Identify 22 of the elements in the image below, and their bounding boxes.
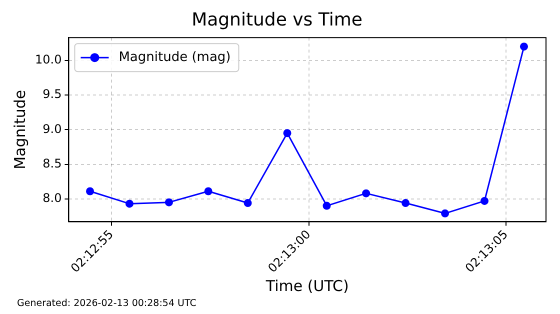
legend-label: Magnitude (mag): [118, 50, 231, 65]
point: [125, 200, 134, 208]
y-axis-title: Magnitude: [10, 90, 29, 170]
point: [402, 199, 410, 208]
y-tick-label: 8.5: [42, 156, 62, 170]
x-axis-title: Time (UTC): [264, 276, 349, 295]
y-tick-label: 9.5: [42, 87, 62, 102]
point: [283, 129, 292, 138]
chart-title: Magnitude vs Time: [192, 9, 362, 30]
point: [322, 202, 331, 210]
point: [520, 42, 528, 51]
point: [480, 196, 489, 205]
y-tick-label: 10.0: [35, 52, 62, 67]
point: [362, 189, 370, 198]
point: [441, 209, 450, 218]
text: Generated: 2026-02-13 00:28:54 UTC: [17, 298, 196, 310]
y-tick-label: 8.0: [42, 190, 62, 205]
point: [86, 187, 94, 196]
y-tick-label: 9.0: [42, 122, 62, 136]
point: [164, 198, 173, 206]
point: [204, 187, 212, 196]
point: [244, 199, 252, 208]
